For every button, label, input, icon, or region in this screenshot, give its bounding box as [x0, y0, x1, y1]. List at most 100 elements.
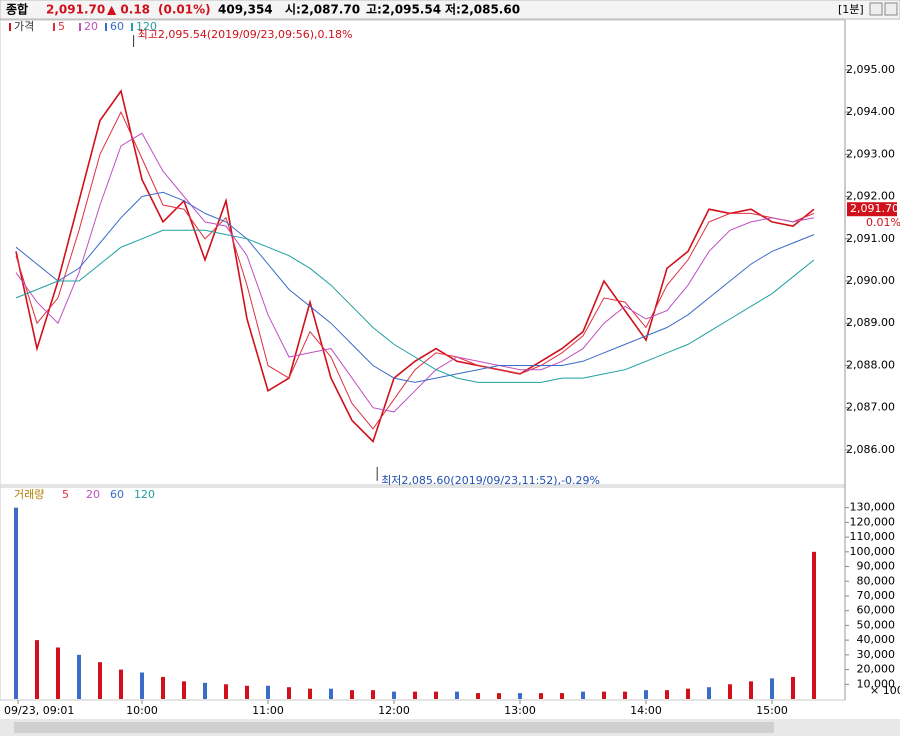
legend-entry: 120	[134, 488, 155, 501]
legend-swatch	[105, 23, 107, 31]
close-button[interactable]	[884, 2, 898, 16]
y-tick-label: 2,091.00	[846, 232, 895, 245]
x-tick-label: 14:00	[630, 704, 662, 717]
volume-bar	[203, 682, 207, 699]
scroll-thumb[interactable]	[14, 722, 774, 733]
volume-bar	[35, 640, 39, 699]
legend-entry: 60	[110, 20, 124, 33]
volume-bar	[665, 690, 669, 699]
y-tick-label: 2,087.00	[846, 401, 895, 414]
high: 고:2,095.54	[366, 3, 441, 17]
y-tick-label: 10,000	[857, 677, 896, 690]
moving-average	[15, 110, 815, 430]
legend-entry: 20	[84, 20, 98, 33]
volume-bar	[560, 693, 564, 699]
volume-bar	[392, 691, 396, 699]
volume-bar	[371, 690, 375, 699]
y-tick-label: 2,094.00	[846, 105, 895, 118]
price: 2,091.70	[46, 3, 105, 17]
header-bar	[0, 0, 900, 20]
y-tick-label: 30,000	[857, 648, 896, 661]
volume-bar	[413, 691, 417, 699]
x-tick-label: 10:00	[126, 704, 158, 717]
y-tick-label: 20,000	[857, 663, 896, 676]
y-tick-label: 2,093.00	[846, 147, 895, 160]
y-tick-label: 110,000	[850, 530, 896, 543]
last-price: 2,091.70	[850, 202, 899, 215]
volume-bar	[287, 687, 291, 699]
annotation: 최고2,095.54(2019/09/23,09:56),0.18%	[138, 28, 353, 41]
legend-entry: 가격	[14, 20, 34, 33]
y-tick-label: 2,095.00	[846, 63, 895, 76]
y-tick-label: 120,000	[850, 515, 896, 528]
y-tick-label: 70,000	[857, 589, 896, 602]
interval[interactable]: [1분]	[838, 3, 864, 16]
y-tick-label: 2,089.00	[846, 316, 895, 329]
volume-bar	[56, 647, 60, 699]
change: ▲ 0.18	[107, 3, 150, 17]
volume-bar	[497, 693, 501, 699]
volume-bar	[602, 691, 606, 699]
volume-bar	[350, 690, 354, 699]
legend-swatch	[79, 23, 81, 31]
legend-entry: 5	[62, 488, 69, 501]
y-tick-label: 2,088.00	[846, 358, 895, 371]
legend-entry: 60	[110, 488, 124, 501]
volume-bar	[791, 676, 795, 699]
volume-bar	[728, 684, 732, 699]
low: 저:2,085.60	[445, 2, 520, 17]
x-tick-label: 09/23, 09:01	[4, 704, 74, 717]
volume-bar	[812, 551, 816, 699]
volume-bar	[476, 693, 480, 699]
y-tick-label: 2,086.00	[846, 443, 895, 456]
volume-bar	[623, 691, 627, 699]
volume-bar	[329, 688, 333, 699]
x-tick-label: 12:00	[378, 704, 410, 717]
y-tick-label: 60,000	[857, 604, 896, 617]
volume-bar	[581, 691, 585, 699]
volume-bar	[455, 691, 459, 699]
y-tick-label: 40,000	[857, 633, 896, 646]
market: 종합	[6, 2, 28, 17]
unit-label: × 100	[870, 684, 900, 697]
change-pct: (0.01%)	[158, 3, 211, 17]
y-tick-label: 2,092.00	[846, 190, 895, 203]
volume-bar	[308, 688, 312, 699]
legend-entry: 120	[136, 20, 157, 33]
y-tick-label: 100,000	[850, 545, 896, 558]
moving-average	[15, 229, 815, 383]
volume-bar	[119, 669, 123, 699]
volume-bar	[770, 678, 774, 699]
legend-swatch	[131, 23, 133, 31]
volume-bar	[749, 681, 753, 699]
volume-bar	[644, 690, 648, 699]
legend-entry: 거래량	[14, 488, 44, 501]
moving-average	[15, 132, 815, 413]
annotation: 최저2,085.60(2019/09/23,11:52),-0.29%	[381, 474, 600, 487]
volume-bar	[14, 507, 18, 699]
volume-bar	[686, 688, 690, 699]
open: 시:2,087.70	[285, 3, 360, 17]
last-pct: 0.01%	[866, 216, 900, 229]
volume-bar	[518, 693, 522, 699]
y-tick-label: 90,000	[857, 560, 896, 573]
legend-swatch	[53, 23, 55, 31]
volume-bar	[224, 684, 228, 699]
legend-swatch	[9, 23, 11, 31]
price-line	[15, 89, 815, 443]
volume-bar	[182, 681, 186, 699]
x-tick-label: 15:00	[756, 704, 788, 717]
volume-bar	[539, 693, 543, 699]
y-tick-label: 2,090.00	[846, 274, 895, 287]
restore-button[interactable]	[869, 2, 883, 16]
volume: 409,354	[218, 3, 273, 17]
volume-bar	[98, 662, 102, 699]
moving-average	[15, 191, 815, 383]
y-tick-label: 80,000	[857, 574, 896, 587]
y-tick-label: 50,000	[857, 618, 896, 631]
y-tick-label: 130,000	[850, 501, 896, 514]
volume-bar	[434, 691, 438, 699]
legend-entry: 20	[86, 488, 100, 501]
